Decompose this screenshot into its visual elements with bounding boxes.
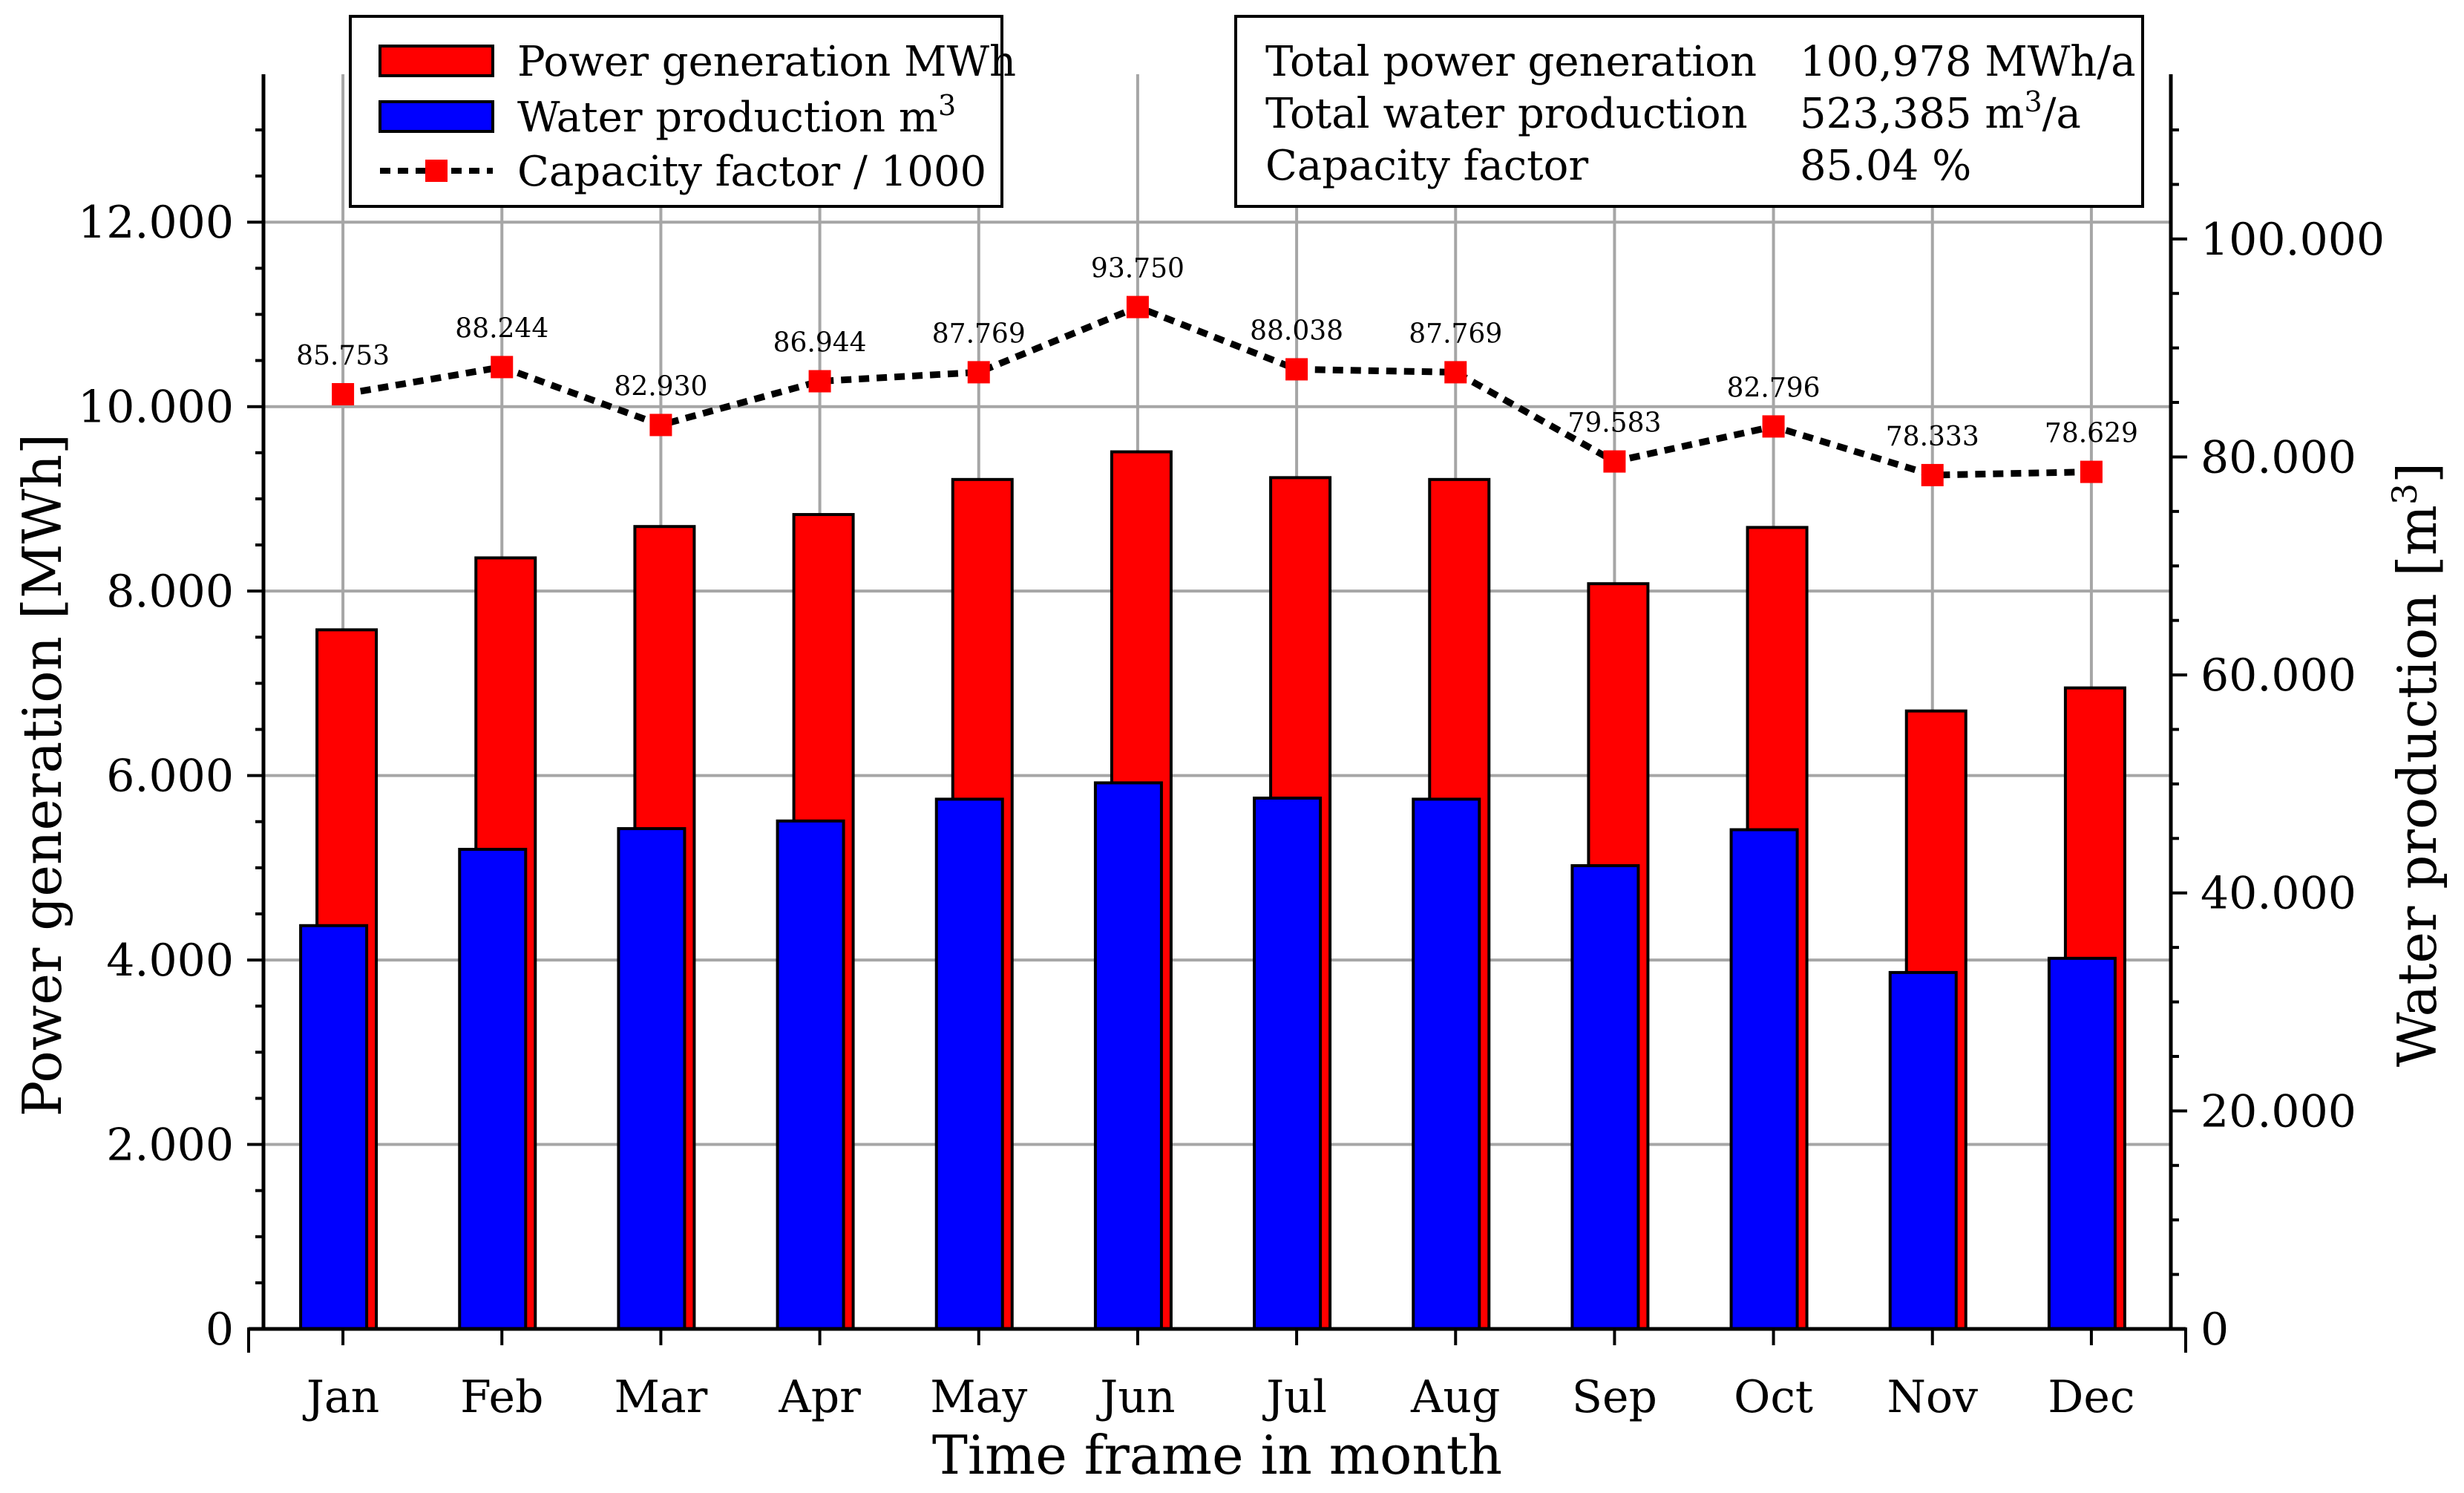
y-tick-label: 10.000 <box>78 382 234 434</box>
y2-tick-label: 80.000 <box>2201 431 2356 483</box>
capacity-factor-marker <box>808 370 831 393</box>
y2-tick-label: 100.000 <box>2201 214 2385 266</box>
summary-value-power: 100,978 MWh/a <box>1800 38 2136 86</box>
y-tick-label: 8.000 <box>106 566 234 618</box>
y2-tick-label: 20.000 <box>2201 1085 2356 1137</box>
x-tick-label: Jun <box>1095 1371 1175 1423</box>
legend: Power generation MWh Water production m3… <box>349 15 1016 208</box>
capacity-factor-marker <box>967 361 990 384</box>
water-bar <box>1253 796 1323 1330</box>
y-axis-title: Power generation [MWh] <box>11 434 73 1117</box>
x-tick-label: Jul <box>1262 1371 1327 1423</box>
capacity-factor-data-label: 79.583 <box>1567 408 1661 439</box>
legend-swatch-capacity-marker <box>425 160 448 182</box>
x-axis-title: Time frame in month <box>932 1424 1502 1486</box>
summary-frame <box>1234 15 2144 208</box>
capacity-factor-marker <box>1762 415 1785 438</box>
capacity-factor-data-label: 82.930 <box>614 371 707 402</box>
capacity-factor-data-label: 82.796 <box>1727 373 1821 403</box>
legend-label-capacity: Capacity factor / 1000 <box>517 148 986 196</box>
x-tick-label: Feb <box>460 1371 543 1423</box>
summary-value-water: 523,385 m3/a <box>1800 85 2081 138</box>
y-tick-label: 6.000 <box>106 751 234 803</box>
water-bar <box>617 827 687 1330</box>
x-tick-label: Apr <box>778 1371 861 1423</box>
x-tick-label: Sep <box>1572 1371 1657 1423</box>
water-bar <box>1412 797 1481 1330</box>
bar-layer <box>299 450 2126 1331</box>
y-tick-label: 4.000 <box>106 935 234 987</box>
capacity-factor-data-label: 93.750 <box>1091 254 1185 284</box>
water-bar <box>299 924 369 1330</box>
capacity-factor-marker <box>649 414 672 437</box>
capacity-factor-data-label: 87.769 <box>932 318 1026 349</box>
summary-label-water: Total water production <box>1265 90 1748 138</box>
y-tick-label: 12.000 <box>78 197 234 249</box>
line-layer <box>332 295 2103 486</box>
y2-tick-label: 40.000 <box>2201 868 2356 920</box>
y2-tick-label: 60.000 <box>2201 650 2356 702</box>
capacity-factor-data-label: 86.944 <box>773 328 867 359</box>
y-tick-label: 0 <box>206 1304 234 1356</box>
capacity-factor-marker <box>1921 463 1944 486</box>
label-layer: 85.753 88.244 82.930 86.944 87.769 93.750 88.0… <box>78 197 2385 1423</box>
legend-swatch-water <box>379 100 494 133</box>
capacity-factor-marker <box>1285 358 1308 381</box>
water-bar <box>1729 828 1799 1330</box>
summary-label-power: Total power generation <box>1265 38 1757 86</box>
capacity-factor-data-label: 85.753 <box>296 341 390 371</box>
x-tick-label: Dec <box>2048 1371 2134 1423</box>
capacity-factor-data-label: 88.244 <box>455 313 548 344</box>
capacity-factor-marker <box>1603 450 1626 473</box>
capacity-factor-data-label: 78.333 <box>1886 422 1979 452</box>
capacity-factor-marker <box>1126 295 1149 318</box>
legend-label-power: Power generation MWh <box>517 38 1016 86</box>
x-tick-label: Nov <box>1887 1371 1978 1423</box>
water-bar <box>776 819 845 1330</box>
water-bar <box>458 848 528 1330</box>
summary-label-capacity: Capacity factor <box>1265 142 1588 190</box>
capacity-factor-marker <box>332 382 355 405</box>
water-bar <box>2047 956 2117 1331</box>
water-bar <box>1888 970 1958 1330</box>
water-bar <box>1570 864 1640 1330</box>
capacity-factor-data-label: 88.038 <box>1250 316 1343 346</box>
capacity-factor-marker <box>491 356 514 379</box>
x-tick-label: Oct <box>1734 1371 1813 1423</box>
water-bar <box>1093 781 1163 1330</box>
water-bar <box>934 797 1004 1330</box>
x-tick-label: Mar <box>614 1371 707 1423</box>
x-tick-label: May <box>930 1371 1027 1423</box>
legend-swatch-power <box>379 45 494 77</box>
capacity-factor-marker <box>2080 460 2103 483</box>
summary-box: Total power generation 100,978 MWh/a Tot… <box>1234 15 2144 208</box>
capacity-factor-data-label: 87.769 <box>1409 318 1502 349</box>
summary-value-capacity: 85.04 % <box>1800 142 1971 190</box>
capacity-factor-marker <box>1444 361 1467 384</box>
axis-layer <box>247 74 2187 1353</box>
legend-label-water: Water production m3 <box>517 89 956 142</box>
x-tick-label: Jan <box>302 1371 379 1423</box>
y-tick-label: 2.000 <box>106 1120 234 1172</box>
x-tick-label: Aug <box>1410 1371 1500 1423</box>
y2-axis-title: Water production [m3] <box>2385 463 2448 1067</box>
y2-tick-label: 0 <box>2201 1304 2229 1356</box>
capacity-factor-line <box>342 303 2092 479</box>
capacity-factor-data-label: 78.629 <box>2045 419 2138 449</box>
